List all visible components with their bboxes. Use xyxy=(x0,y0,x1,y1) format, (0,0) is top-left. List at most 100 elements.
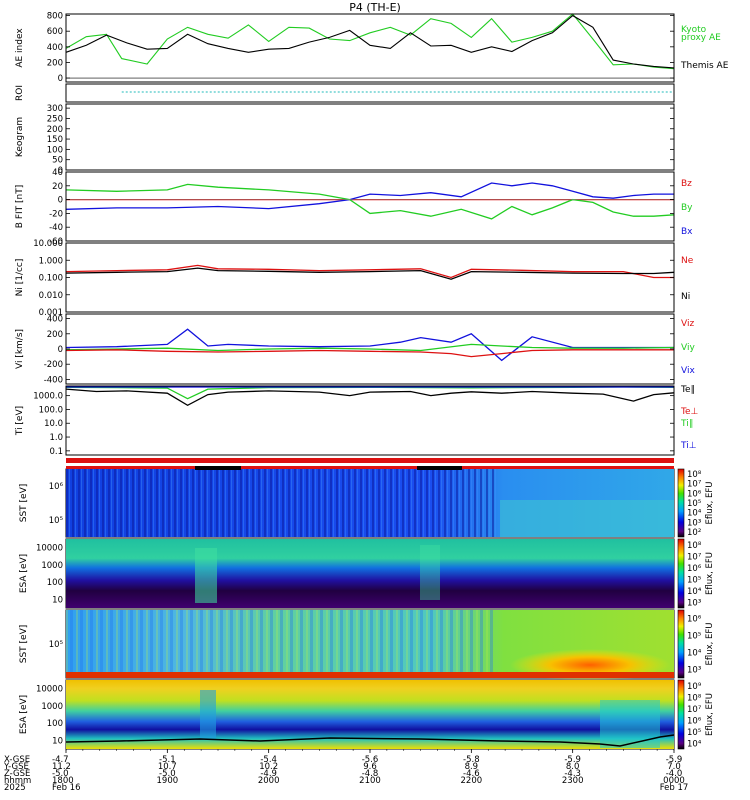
colorbar-tick: 10⁴ xyxy=(687,587,702,597)
ytick-label: 0 xyxy=(58,196,63,206)
colorbar-tick: 10⁵ xyxy=(687,728,701,738)
colorbar-sst_elec: 10⁶ 10⁵ 10⁴ 10³ Eflux, EFU xyxy=(677,609,715,679)
colorbar-strip xyxy=(677,538,685,609)
series-velocity-1 xyxy=(65,343,675,352)
colorbar-tick: 10⁷ xyxy=(687,705,702,715)
time-value: 7.0 xyxy=(667,762,681,772)
colorbar-tick: 10⁶ xyxy=(687,489,702,499)
panel-frame xyxy=(65,242,675,313)
esa-ion-spectrogram xyxy=(66,539,674,608)
colorbar-tick: 10³ xyxy=(687,518,701,528)
ytick-label: 10⁵ xyxy=(49,516,63,526)
colorbar-tick: 10³ xyxy=(687,598,701,608)
colorbar-tick: 10⁸ xyxy=(687,693,702,703)
legend-temperature-0: Te∥ xyxy=(680,385,695,395)
time-value: 1800 xyxy=(52,776,74,786)
panel-frame xyxy=(65,171,675,242)
series-density-0 xyxy=(65,264,674,279)
colorbar-tick: 10⁶ xyxy=(687,716,702,726)
ylabel-ae: AE index xyxy=(15,28,25,68)
legend-temperature-1: Te⊥ xyxy=(680,407,699,417)
time-row-label: X-GSE xyxy=(4,755,30,765)
ytick-label: 1000 xyxy=(41,561,63,571)
time-value: 2000 xyxy=(258,776,280,786)
series-density-1 xyxy=(65,267,675,280)
ytick-label: 10.0 xyxy=(44,419,63,429)
panel-density: 10.000 1.000 0.100 0.010 0.001 Ni [1/cc] Ne Ni xyxy=(15,239,694,318)
time-value: -5.9 xyxy=(666,755,683,765)
ytick-label: 40 xyxy=(52,168,63,178)
colorbar-tick: 10⁶ xyxy=(687,564,702,574)
sst-ion-spectrogram xyxy=(66,469,674,537)
colorbar-tick: 10⁸ xyxy=(687,470,702,480)
ytick-label: 100 xyxy=(47,578,63,588)
ytick-label: -60 xyxy=(49,237,63,247)
ylabel-keogram: Keogram xyxy=(15,117,25,157)
colorbar-label: Eflux, EFU xyxy=(705,552,715,595)
panel-frame xyxy=(65,385,675,456)
legend-ae-2: Themis AE xyxy=(680,61,729,71)
legend-bfield-2: Bx xyxy=(681,227,693,237)
ylabel-density: Ni [1/cc] xyxy=(15,259,25,297)
series-ae-0 xyxy=(65,13,675,70)
legend-bfield-0: Bz xyxy=(681,179,692,189)
ylabel-esa_elec: ESA [eV] xyxy=(19,695,29,734)
time-row-label: Y-GSE xyxy=(3,762,29,772)
legend-density-0: Ne xyxy=(681,256,694,266)
time-value: -4.9 xyxy=(260,769,277,779)
colorbar-tick: 10⁵ xyxy=(687,632,701,642)
time-value: 8.9 xyxy=(465,762,479,772)
ytick-label: 1.000 xyxy=(39,256,63,266)
time-value: 10.2 xyxy=(259,762,278,772)
colorbar-tick: 10⁸ xyxy=(687,541,702,551)
time-value: 11.2 xyxy=(52,762,71,772)
legend-temperature-3: Ti⊥ xyxy=(680,441,697,451)
series-ae-1 xyxy=(65,14,675,69)
colorbar-tick: 10⁹ xyxy=(687,682,702,692)
ytick-label: 100 xyxy=(47,145,63,155)
ytick-label: 10000 xyxy=(36,685,63,695)
time-value: 1900 xyxy=(157,776,179,786)
ylabel-sst_ion_top: SST [eV] xyxy=(19,484,29,523)
ytick-label: 0.001 xyxy=(39,308,63,318)
legend-bfield-1: By xyxy=(681,203,693,213)
ytick-label: 100.0 xyxy=(39,405,63,415)
ylabel-bfield: B FIT [nT] xyxy=(15,185,25,228)
ytick-label: -200 xyxy=(44,360,63,370)
ytick-label: 10 xyxy=(52,595,63,605)
series-velocity-0 xyxy=(65,328,674,362)
ytick-label: 10.000 xyxy=(33,239,63,249)
ytick-label: -400 xyxy=(44,375,63,385)
time-value: -5.0 xyxy=(159,769,176,779)
time-row-label: hhmm xyxy=(4,776,31,786)
ylabel-esa_ion: ESA [eV] xyxy=(19,554,29,593)
ytick-label: 10⁶ xyxy=(49,482,64,492)
ytick-label: 50 xyxy=(52,156,63,166)
ytick-label: 0.010 xyxy=(39,291,63,301)
ytick-label: 0.100 xyxy=(39,274,63,284)
time-value: Feb 16 xyxy=(52,783,81,793)
ytick-label: 1000.0 xyxy=(33,392,63,402)
panel-frame xyxy=(65,83,675,103)
panel-bfield: 40 20 0 -20 -40 -60 B FIT [nT] Bz By Bx xyxy=(15,168,693,247)
plot-title: P4 (TH-E) xyxy=(349,1,401,14)
time-row-label: Z-GSE xyxy=(4,769,30,779)
series-temperature-0 xyxy=(65,388,675,407)
time-value: -4.7 xyxy=(52,755,69,765)
ylabel-roi: ROI xyxy=(15,85,25,101)
legend-density-1: Ni xyxy=(681,292,690,302)
mode-bar xyxy=(66,458,674,470)
ytick-label: 10000 xyxy=(36,544,63,554)
colorbar-tick: 10⁴ xyxy=(687,509,702,519)
legend-ae-0: Kyoto xyxy=(681,25,707,35)
ytick-label: 0.1 xyxy=(49,447,63,457)
ytick-label: -20 xyxy=(49,209,63,219)
series-bfield-1 xyxy=(65,182,674,210)
ytick-label: 400 xyxy=(47,43,63,53)
colorbar-label: Eflux, EFU xyxy=(705,622,715,665)
